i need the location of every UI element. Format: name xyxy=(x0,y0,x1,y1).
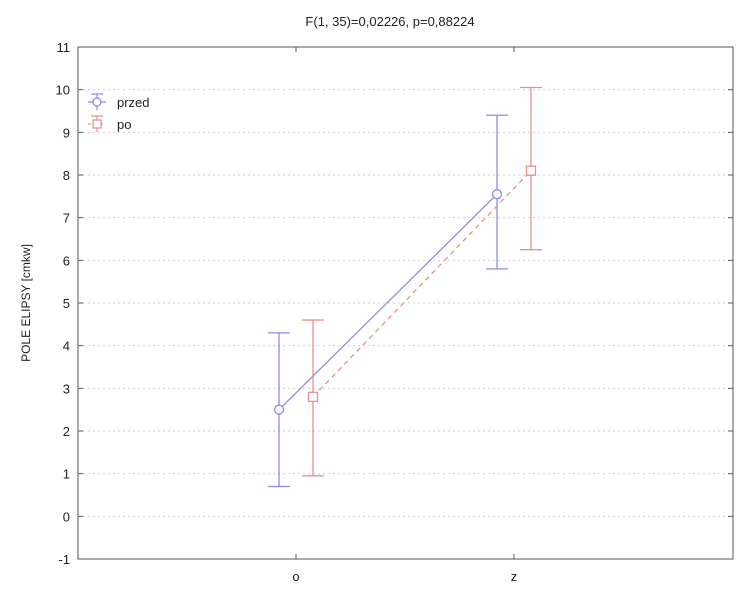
series-line-przed xyxy=(278,193,498,411)
chart-title: F(1, 35)=0,02226, p=0,88224 xyxy=(305,14,474,29)
y-tick-label: 9 xyxy=(63,125,70,140)
y-tick-label: 3 xyxy=(63,381,70,396)
legend-marker xyxy=(92,119,102,129)
y-tick-label: 7 xyxy=(63,211,70,226)
legend-label: przed xyxy=(117,95,150,110)
y-axis: -1 0 1 2 3 4 5 6 7 8 9 10 11 xyxy=(56,40,733,567)
data-point xyxy=(307,391,319,403)
y-tick-label: 6 xyxy=(63,253,70,268)
series-line-po xyxy=(312,170,532,398)
legend-label: po xyxy=(117,117,131,132)
data-point xyxy=(525,165,537,176)
series-layer xyxy=(268,86,542,488)
data-point xyxy=(491,189,503,200)
legend: przed po xyxy=(88,93,150,132)
y-tick-label: 4 xyxy=(63,339,70,354)
y-tick-label: 8 xyxy=(63,168,70,183)
legend-marker xyxy=(92,97,102,107)
y-tick-label: 2 xyxy=(63,424,70,439)
y-tick-label: 10 xyxy=(56,83,70,98)
y-tick-label: 1 xyxy=(63,467,70,482)
y-tick-label: 5 xyxy=(63,296,70,311)
x-tick-label: z xyxy=(511,569,518,584)
grid-lines xyxy=(78,89,733,517)
x-tick-label: o xyxy=(292,569,299,584)
y-tick-label: 0 xyxy=(63,509,70,524)
y-axis-label: POLE ELIPSY [cmkw] xyxy=(19,244,33,362)
y-tick-label: 11 xyxy=(57,40,71,55)
y-tick-label: -1 xyxy=(58,552,70,567)
data-point xyxy=(273,404,285,415)
